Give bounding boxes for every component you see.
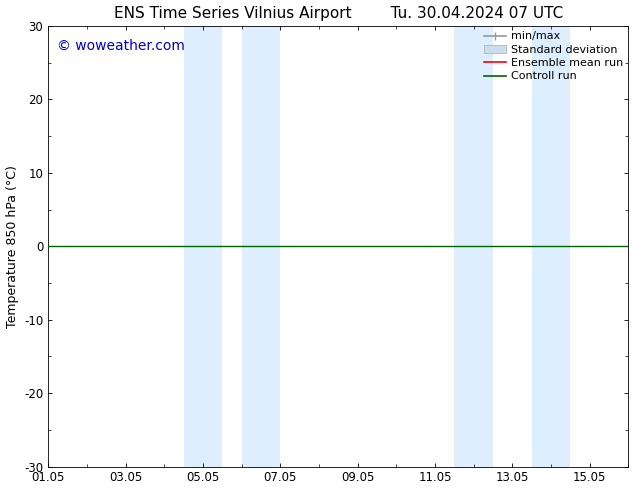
Legend: min/max, Standard deviation, Ensemble mean run, Controll run: min/max, Standard deviation, Ensemble me… xyxy=(484,31,623,81)
Y-axis label: Temperature 850 hPa (°C): Temperature 850 hPa (°C) xyxy=(6,165,18,328)
Text: © woweather.com: © woweather.com xyxy=(57,39,184,53)
Bar xyxy=(242,26,280,466)
Bar xyxy=(455,26,493,466)
Title: ENS Time Series Vilnius Airport        Tu. 30.04.2024 07 UTC: ENS Time Series Vilnius Airport Tu. 30.0… xyxy=(113,5,563,21)
Bar xyxy=(184,26,223,466)
Bar xyxy=(532,26,571,466)
